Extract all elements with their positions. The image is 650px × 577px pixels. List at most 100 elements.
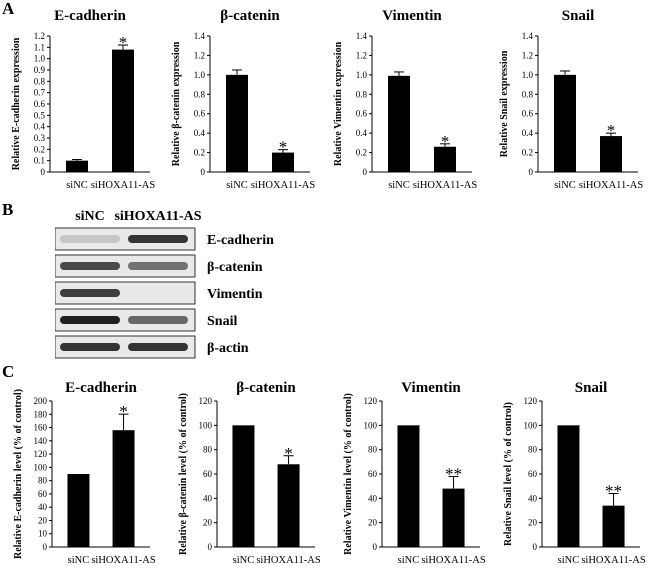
bar-siNC [554,74,576,172]
y-tick-label: 1.4 [522,31,534,41]
bar-siHOXA11-AS [112,430,135,547]
x-category-label: siHOXA11-AS [251,180,316,191]
y-tick-label: 0.2 [34,144,45,154]
y-tick-label: 60 [368,469,378,479]
y-tick-label: 0.2 [356,148,367,158]
y-tick-label: 60 [203,469,213,479]
protein-label: E-cadherin [207,233,274,248]
y-tick-label: 80 [528,445,538,455]
bar-siNC [397,425,420,547]
blot-strip [54,281,196,305]
y-tick-label: 0.8 [356,89,368,99]
chart-title: Vimentin [401,380,461,396]
y-tick-label: 0.1 [34,156,45,166]
chart-title: β-catenin [236,380,296,396]
x-category-label: siNC [66,180,88,191]
bar-siNC [557,425,580,547]
y-tick-label: 0.8 [522,89,534,99]
chart-svg: β-catenin Relative β-catenin level (% of … [178,380,321,566]
y-tick-label: 40 [203,493,213,503]
y-tick-label: 1.0 [34,54,46,64]
bar-siHOXA11-AS [442,488,465,547]
y-tick-label: 20 [203,518,213,528]
chart-a-beta-catenin: β-catenin Relative β-catenin expression 0 0… [160,0,318,195]
blot-strip [54,227,196,251]
blot-band [128,343,188,351]
y-tick-label: 0.9 [34,65,46,75]
y-tick-label: 1.0 [194,70,206,80]
blot-band [128,262,188,270]
y-tick-label: 0 [363,167,368,177]
x-category-label: siNC [554,180,576,191]
y-tick-label: 80 [368,445,378,455]
chart-c-beta-catenin: β-catenin Relative β-catenin level (% of … [165,377,323,575]
significance-marker: * [279,138,288,157]
chart-svg: Snail Relative Snail expression 0 0.2 0.4 0.6… [499,8,643,191]
panel-label-a: A [2,0,15,18]
y-tick-label: 1.2 [522,50,533,60]
y-tick-label: 40 [528,493,538,503]
panel-label-b: B [2,200,14,219]
chart-title: Snail [562,8,595,24]
bar-siNC [66,160,88,172]
chart-svg: E-cadherin Relative E-cadherin level (% o… [13,380,156,566]
y-tick-label: 100 [364,420,378,430]
y-tick-label: 0.7 [34,88,46,98]
y-tick-label: 200 [34,396,48,406]
x-category-label: siHOXA11-AS [256,555,321,566]
blot-strip [54,335,196,359]
y-tick-label: 120 [199,396,213,406]
significance-marker: ** [605,481,622,500]
significance-marker: * [441,132,450,151]
y-tick-label: 140 [34,436,48,446]
y-tick-label: 40 [368,493,378,503]
y-tick-label: 0 [201,167,206,177]
y-tick-label: 0 [43,542,48,552]
protein-label: β-catenin [207,260,263,275]
x-category-label: siHOXA11-AS [91,555,156,566]
y-tick-label: 20 [368,518,378,528]
y-tick-label: 0.4 [522,128,534,138]
blot-band [128,316,188,324]
chart-title: β-catenin [220,8,280,24]
x-category-label: siHOXA11-AS [413,180,478,191]
x-category-label: siNC [388,180,410,191]
y-axis-label: Relative E-cadherin level (% of control) [13,389,24,559]
blot-band [128,235,188,243]
protein-label: β-actin [207,341,249,356]
y-tick-label: 1.2 [34,31,45,41]
chart-svg: Vimentin Relative Vimentin level (% of co… [343,380,486,566]
chart-a-vimentin: Vimentin Relative Vimentin expression 0 0.2… [322,0,480,195]
significance-marker: * [119,33,128,52]
y-tick-label: 0.6 [356,109,368,119]
y-tick-label: 120 [364,396,378,406]
y-axis-label: Relative β-catenin level (% of control) [178,393,189,555]
y-tick-label: 1.0 [522,70,534,80]
y-tick-label: 1.4 [194,31,206,41]
blot-band [60,289,120,297]
y-tick-label: 0.6 [522,109,534,119]
y-tick-label: 180 [34,409,48,419]
bar-siNC [388,75,410,172]
significance-marker: * [284,444,293,463]
chart-title: E-cadherin [54,8,126,24]
chart-svg: β-catenin Relative β-catenin expression 0 0… [171,8,316,191]
y-tick-label: 0.6 [34,99,46,109]
y-tick-label: 1.2 [194,50,205,60]
chart-a-e-cadherin: E-cadherin Relative E-cadherin expression… [0,0,158,195]
western-blot: siNC siHOXA11-AS E-cadherin β-catenin Viment… [54,200,455,370]
bar-siHOXA11-AS [272,152,294,172]
blot-band [60,262,120,270]
chart-c-vimentin: Vimentin Relative Vimentin level (% of co… [330,377,488,575]
y-tick-label: 1.0 [356,70,368,80]
bar-siHOXA11-AS [112,49,134,172]
protein-label: Snail [207,314,237,329]
y-tick-label: 0 [533,542,538,552]
x-category-label: siHOXA11-AS [421,555,486,566]
x-category-label: siNC [558,555,580,566]
y-tick-label: 20 [528,518,538,528]
y-tick-label: 0.3 [34,133,46,143]
chart-svg: E-cadherin Relative E-cadherin expression… [11,8,155,191]
x-category-label: siNC [68,555,90,566]
y-tick-label: 100 [34,462,48,472]
